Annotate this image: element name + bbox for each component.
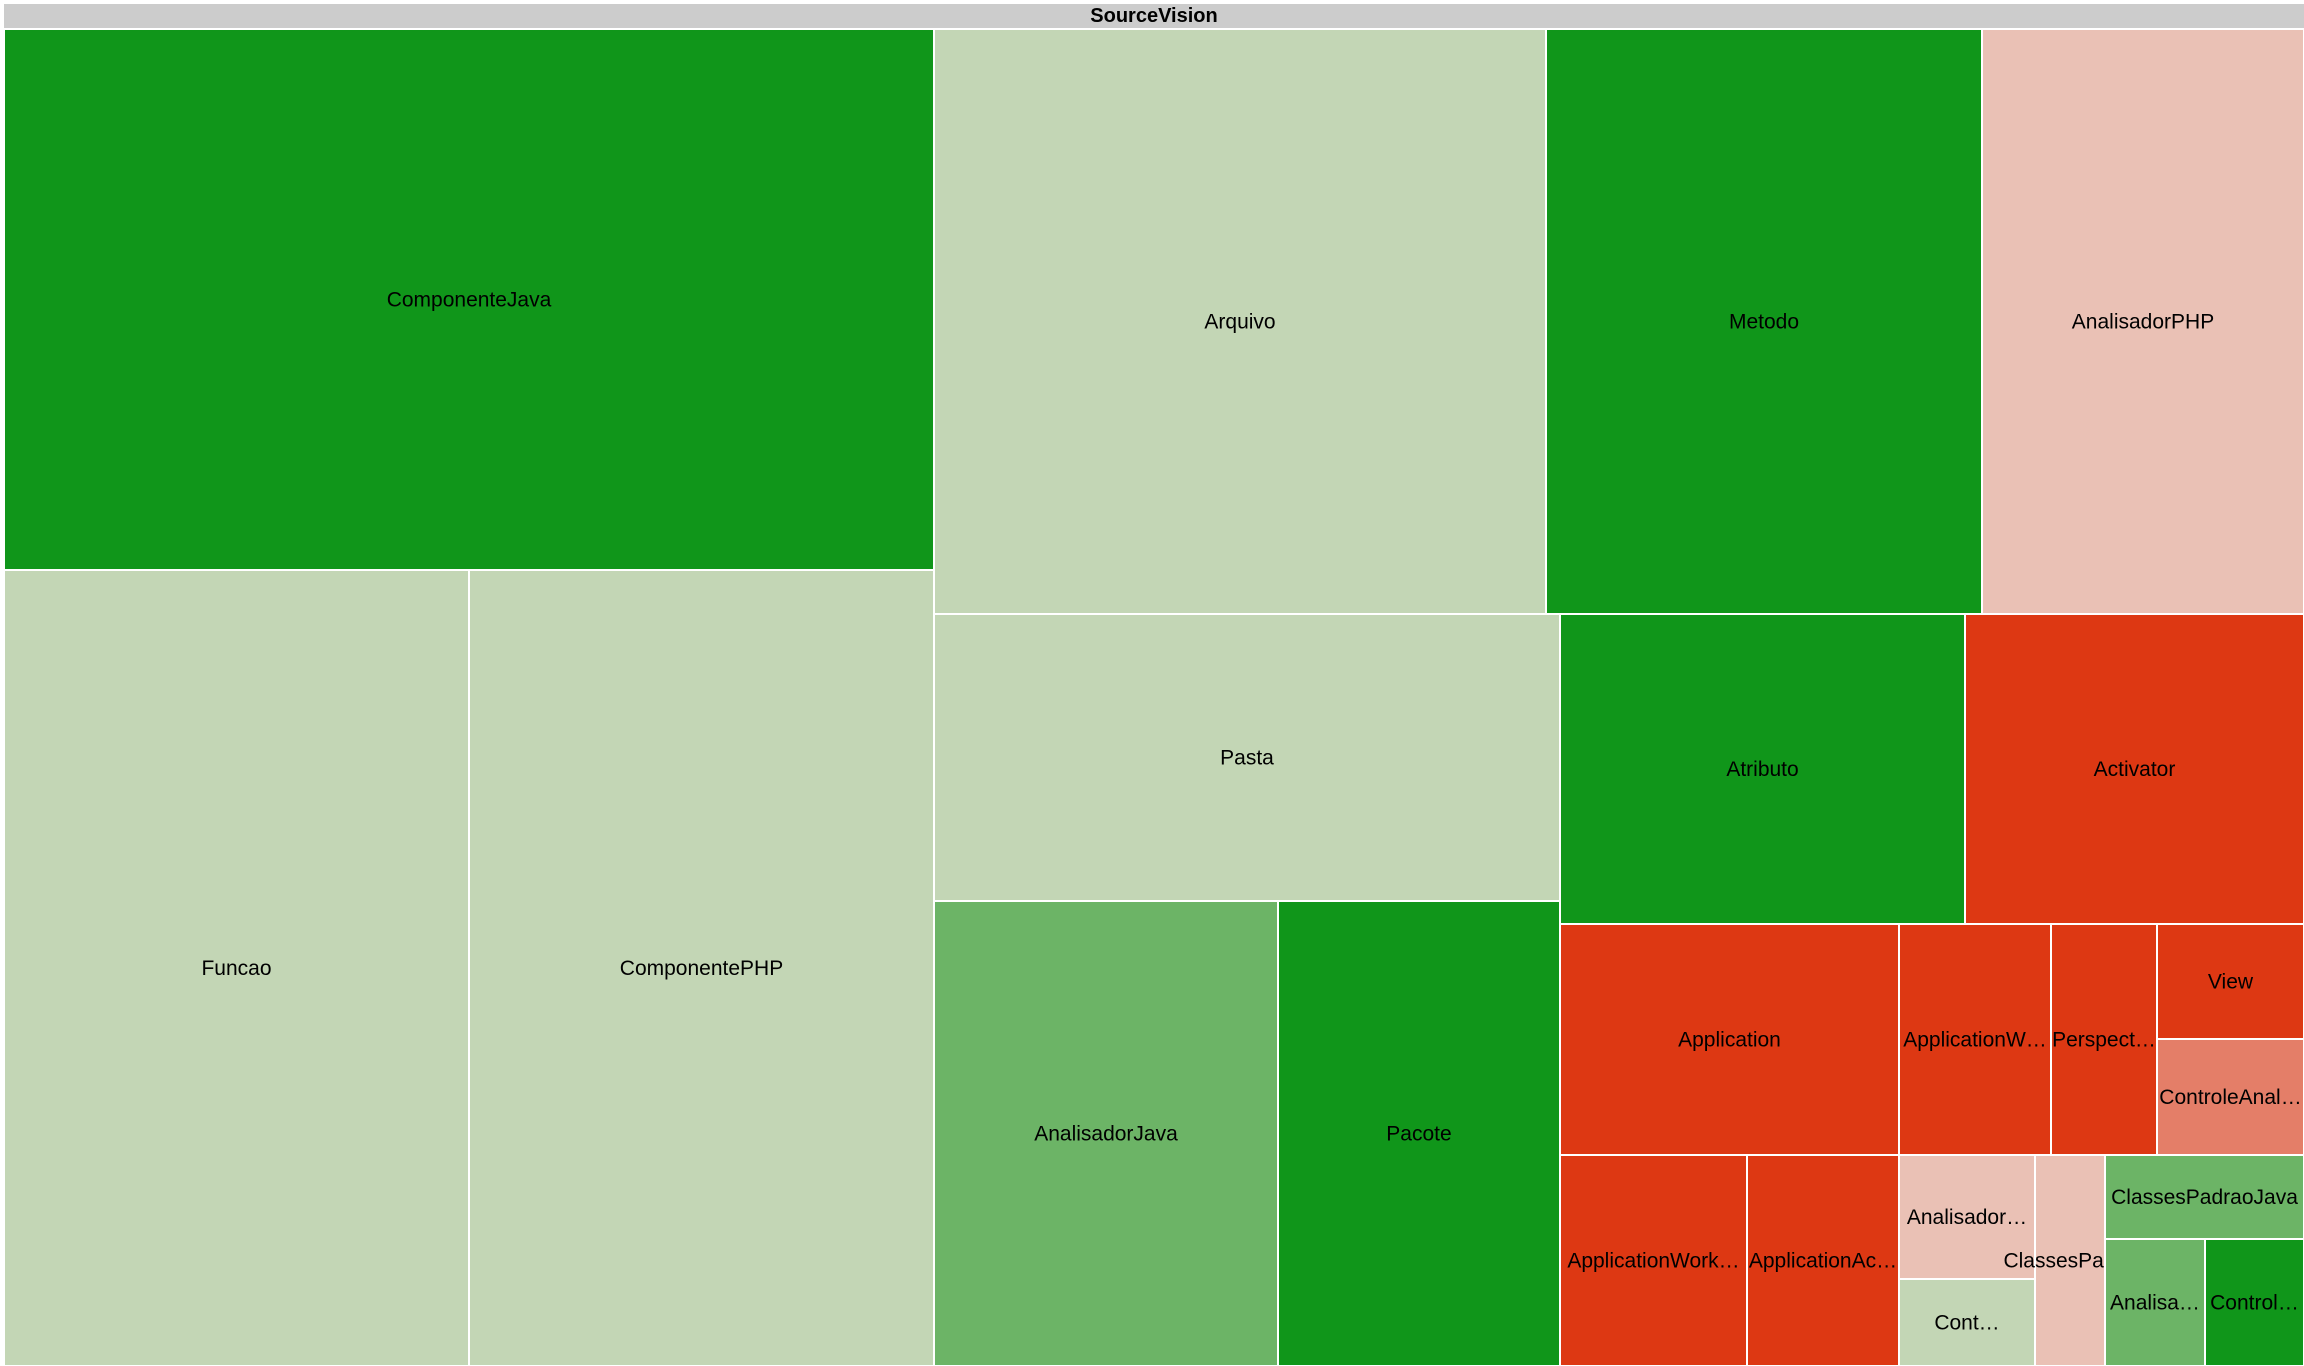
treemap-cell-label: Pasta [1220,747,1274,770]
treemap-cell-label: AnalisadorPHP [2072,311,2214,334]
treemap-cell-control[interactable]: Control… [2204,1238,2304,1366]
treemap-rect[interactable] [933,900,1279,1366]
treemap-cell-atributo[interactable]: Atributo [1559,613,1966,925]
treemap-cell-label: ControleAnal… [2159,1086,2301,1109]
treemap-cell-label: Arquivo [1204,311,1275,334]
treemap-rect[interactable] [1981,28,2304,615]
treemap-cell-application-w[interactable]: ApplicationW… [1898,923,2052,1156]
treemap-cell-componente-php[interactable]: ComponentePHP [468,569,935,1366]
treemap-cell-arquivo[interactable]: Arquivo [933,28,1547,615]
treemap-rect[interactable] [1545,28,1983,615]
treemap-cell-componente-java[interactable]: ComponenteJava [3,28,935,571]
treemap-cell-application-work[interactable]: ApplicationWork… [1559,1154,1748,1366]
treemap-rect[interactable] [2156,923,2304,1040]
treemap-cell-label: AnalisadorJava [1034,1123,1178,1146]
treemap-cell-classes-pad[interactable]: ClassesPad… [2003,1154,2137,1366]
treemap-cell-pacote[interactable]: Pacote [1277,900,1561,1366]
treemap-cell-label: ComponenteJava [387,289,552,312]
treemap-cell-label: Control… [2210,1292,2299,1315]
treemap-cell-label: ClassesPadraoJava [2111,1186,2298,1209]
treemap-cell-label: Atributo [1726,758,1798,781]
treemap-cell-analisador-php[interactable]: AnalisadorPHP [1981,28,2304,615]
treemap-cell-label: Application [1678,1029,1781,1052]
treemap-cell-label: Analisador… [1907,1206,2027,1229]
treemap-cell-label: Metodo [1729,311,1799,334]
treemap-rect[interactable] [1277,900,1561,1366]
treemap-cell-application-ac[interactable]: ApplicationAc… [1746,1154,1900,1366]
treemap-cell-label: Cont… [1934,1312,1999,1335]
treemap-rect[interactable] [1559,613,1966,925]
treemap-cell-label: Perspect… [2052,1029,2156,1052]
treemap-rect[interactable] [1559,1154,1748,1366]
treemap-cell-pasta[interactable]: Pasta [933,613,1561,902]
treemap-cell-analisa[interactable]: Analisa… [2104,1238,2206,1366]
treemap-rect[interactable] [1898,1278,2036,1366]
treemap-cell-metodo[interactable]: Metodo [1545,28,1983,615]
treemap-cell-view[interactable]: View [2156,923,2304,1040]
treemap-rect[interactable] [1559,923,1900,1156]
treemap-cell-label: Funcao [201,957,271,980]
treemap-cell-controle-anal[interactable]: ControleAnal… [2156,1038,2304,1156]
treemap-cell-cont[interactable]: Cont… [1898,1278,2036,1366]
treemap-rect[interactable] [2050,923,2158,1156]
treemap-cell-label: ApplicationAc… [1749,1250,1897,1273]
treemap-cell-label: Activator [2094,758,2176,781]
treemap-rect[interactable] [3,28,935,571]
treemap-rect[interactable] [1898,923,2052,1156]
treemap-cell-label: View [2208,971,2254,994]
treemap-cell-application[interactable]: Application [1559,923,1900,1156]
treemap-rect[interactable] [2104,1238,2206,1366]
chart-title: SourceVision [4,4,2304,28]
treemap-cell-label: Pacote [1386,1123,1451,1146]
treemap-rect[interactable] [2104,1154,2304,1240]
treemap-cell-label: ClassesPad… [2003,1250,2136,1273]
treemap-cell-activator[interactable]: Activator [1964,613,2304,925]
treemap-cell-perspect[interactable]: Perspect… [2050,923,2158,1156]
treemap-rect[interactable] [933,28,1547,615]
treemap-cell-label: ApplicationW… [1903,1029,2047,1052]
treemap-cell-label: Analisa… [2110,1292,2200,1315]
treemap-cell-label: ComponentePHP [620,957,783,980]
treemap-rect[interactable] [1746,1154,1900,1366]
treemap-cell-analisador-java[interactable]: AnalisadorJava [933,900,1279,1366]
treemap-cell-classes-padrao-java[interactable]: ClassesPadraoJava [2104,1154,2304,1240]
treemap-rect[interactable] [933,613,1561,902]
treemap-rect[interactable] [2204,1238,2304,1366]
treemap-cell-label: ApplicationWork… [1567,1250,1739,1273]
treemap-rect[interactable] [468,569,935,1366]
treemap-cell-funcao[interactable]: Funcao [3,569,470,1366]
treemap-rect[interactable] [1964,613,2304,925]
